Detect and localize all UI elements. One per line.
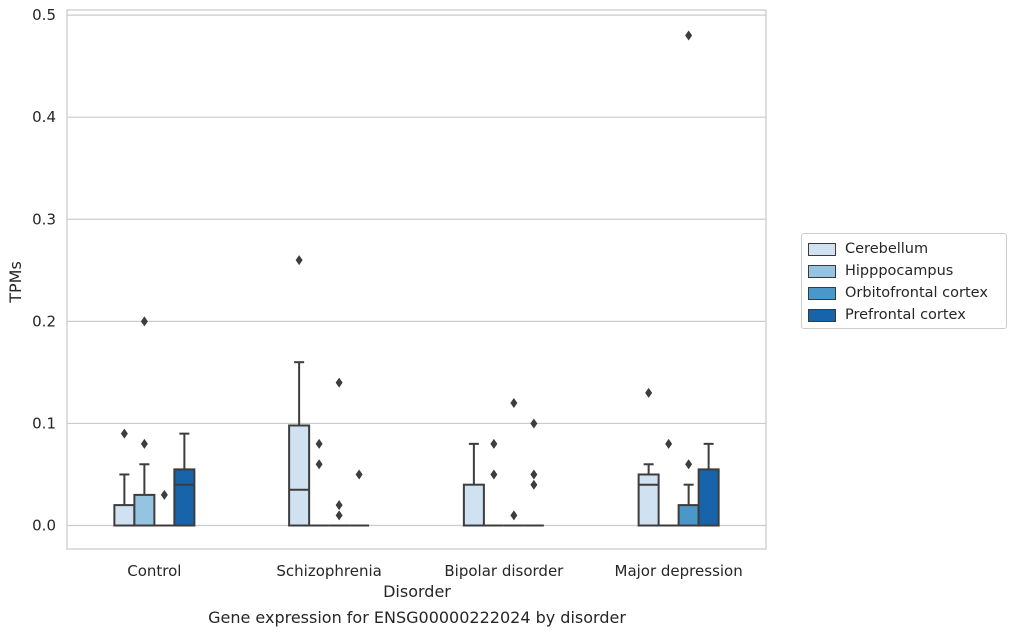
box-orbitofrontal-cortex xyxy=(154,489,175,527)
outlier-point xyxy=(335,500,343,511)
box xyxy=(133,493,156,527)
box-cerebellum xyxy=(462,442,485,527)
y-tick-labels: 0.0 0.1 0.2 0.3 0.4 0.5 xyxy=(32,6,56,534)
box xyxy=(113,504,136,527)
outlier-point xyxy=(335,510,343,521)
box xyxy=(697,468,720,527)
box-prefrontal-cortex xyxy=(349,469,370,527)
x-tick-labels: Control Schizophrenia Bipolar disorder Majo… xyxy=(127,562,742,580)
legend-label: Cerebellum xyxy=(845,241,929,257)
legend-item: Prefrontal cortex xyxy=(808,304,1006,326)
legend-swatch xyxy=(808,308,836,322)
outlier-point xyxy=(530,418,538,429)
boxes xyxy=(113,30,720,527)
legend-item: Cerebellum xyxy=(808,238,1006,260)
outlier-point xyxy=(160,489,168,500)
x-tick-label: Bipolar disorder xyxy=(444,562,564,580)
chart-title: Gene expression for ENSG00000222024 by d… xyxy=(208,608,626,627)
outlier-point xyxy=(530,469,538,480)
outlier-point xyxy=(335,377,343,388)
legend-item: Hipppocampus xyxy=(808,260,1006,282)
legend-label: Hipppocampus xyxy=(845,263,954,279)
box xyxy=(288,424,311,527)
outlier-point xyxy=(645,387,653,398)
outlier-point xyxy=(510,510,518,521)
outlier-point xyxy=(685,30,693,41)
box-orbitofrontal-cortex xyxy=(677,30,700,527)
box-cerebellum xyxy=(637,387,660,527)
grid-lines xyxy=(67,14,766,527)
outlier-point xyxy=(140,316,148,327)
legend: Cerebellum Hipppocampus Orbitofrontal cort… xyxy=(801,233,1007,329)
x-tick-label: Schizophrenia xyxy=(276,562,381,580)
outlier-point xyxy=(490,438,498,449)
outlier-point xyxy=(295,255,303,266)
y-tick-label: 0.5 xyxy=(32,6,56,24)
y-tick-label: 0.1 xyxy=(32,414,56,432)
outlier-point xyxy=(490,469,498,480)
box-prefrontal-cortex xyxy=(697,442,720,527)
box-hipppocampus xyxy=(133,316,156,527)
x-axis-title: Disorder xyxy=(383,582,451,601)
outlier-point xyxy=(665,438,673,449)
box-cerebellum xyxy=(113,428,136,527)
outlier-point xyxy=(140,438,148,449)
outlier-point xyxy=(120,428,128,439)
box-prefrontal-cortex xyxy=(173,432,196,527)
box-hipppocampus xyxy=(483,438,504,527)
legend-item: Orbitofrontal cortex xyxy=(808,282,1006,304)
outlier-point xyxy=(530,479,538,490)
y-tick-label: 0.0 xyxy=(32,517,56,535)
box-orbitofrontal-cortex xyxy=(329,377,350,527)
box xyxy=(637,473,660,527)
legend-swatch xyxy=(808,264,836,278)
box-prefrontal-cortex xyxy=(523,418,544,527)
x-tick-label: Control xyxy=(127,562,181,580)
outlier-point xyxy=(315,459,323,470)
legend-swatch xyxy=(808,242,836,256)
outlier-point xyxy=(355,469,363,480)
plot-frame xyxy=(66,9,767,550)
box xyxy=(462,483,485,527)
y-tick-label: 0.2 xyxy=(32,312,56,330)
outlier-point xyxy=(685,459,693,470)
legend-label: Orbitofrontal cortex xyxy=(845,285,988,301)
y-tick-label: 0.3 xyxy=(32,210,56,228)
box-cerebellum xyxy=(288,255,311,527)
outlier-point xyxy=(510,398,518,409)
legend-label: Prefrontal cortex xyxy=(845,307,966,323)
box-hipppocampus xyxy=(658,438,679,527)
box-orbitofrontal-cortex xyxy=(503,398,524,527)
outlier-point xyxy=(315,438,323,449)
x-tick-label: Major depression xyxy=(615,562,743,580)
box xyxy=(173,468,196,527)
box xyxy=(677,504,700,527)
y-axis-title: TPMs xyxy=(6,261,25,304)
box-hipppocampus xyxy=(309,438,330,527)
y-tick-label: 0.4 xyxy=(32,108,56,126)
legend-swatch xyxy=(808,286,836,300)
